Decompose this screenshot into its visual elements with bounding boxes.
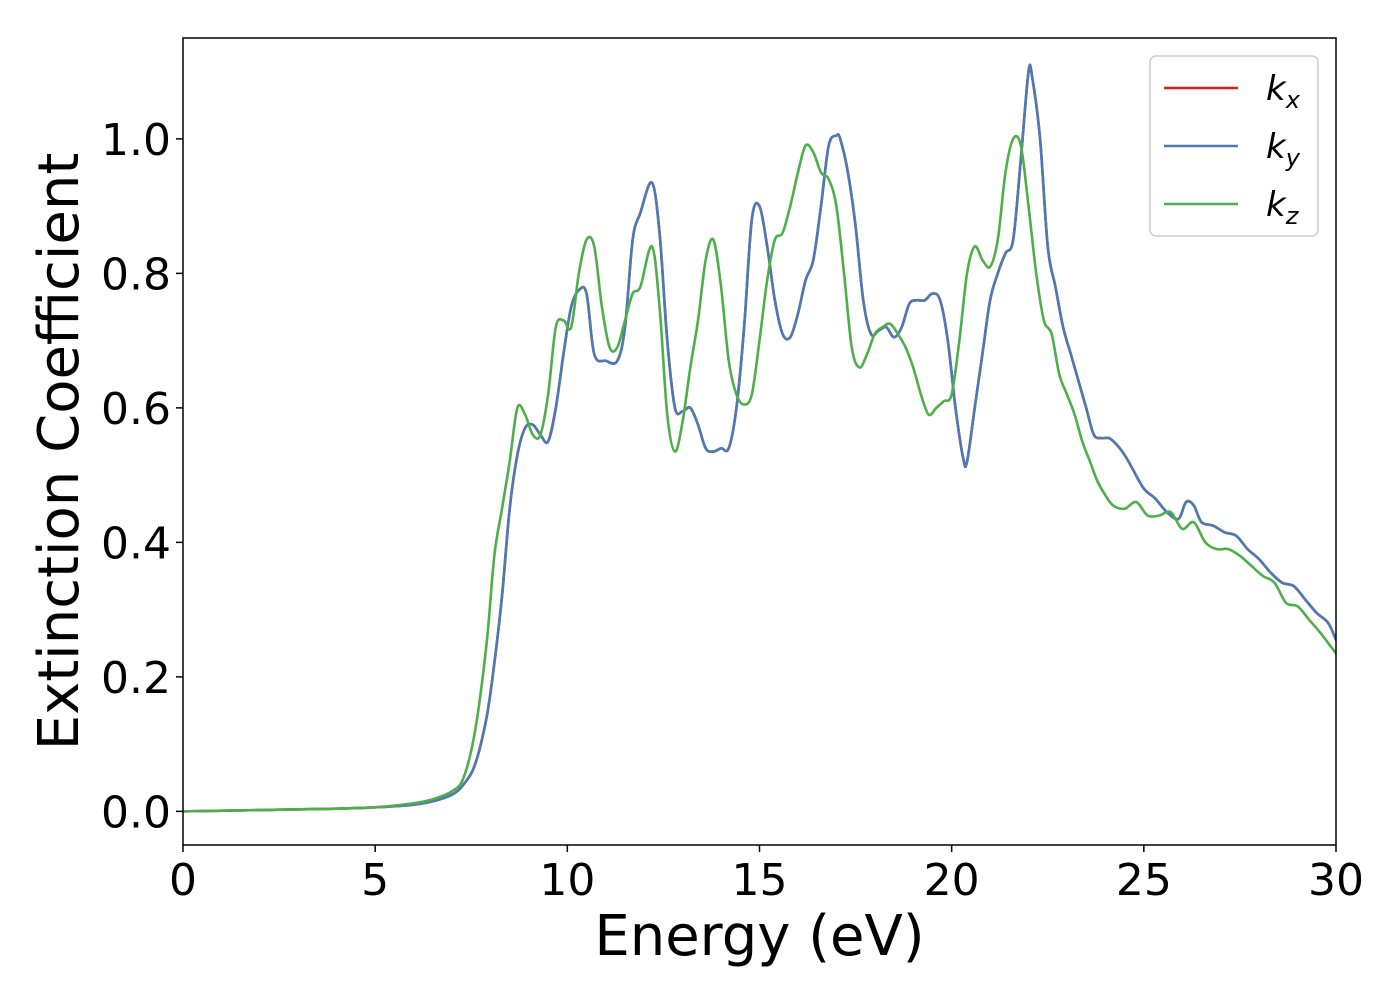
x-tick-label: 0 bbox=[169, 855, 197, 906]
legend-label-ky: ky bbox=[1266, 127, 1301, 172]
legend-label-kx: kx bbox=[1266, 69, 1301, 114]
x-tick-label: 15 bbox=[732, 855, 788, 906]
x-tick-label: 5 bbox=[361, 855, 389, 906]
y-tick-label: 0.4 bbox=[101, 518, 171, 569]
y-tick-label: 0.0 bbox=[101, 787, 171, 838]
legend: kx ky kz bbox=[1149, 55, 1319, 237]
plot-layer bbox=[183, 63, 1336, 813]
series-line-ky bbox=[183, 63, 1336, 813]
legend-label-kz: kz bbox=[1266, 185, 1300, 230]
series-line-kz bbox=[183, 134, 1336, 813]
y-tick-label: 1.0 bbox=[101, 115, 171, 166]
x-tick-label: 20 bbox=[924, 855, 980, 906]
x-axis-ticks: 0 5 10 15 20 25 30 bbox=[169, 845, 1364, 906]
x-tick-label: 30 bbox=[1308, 855, 1364, 906]
y-axis-label: Extinction Coefficient bbox=[27, 153, 92, 751]
y-tick-label: 0.2 bbox=[101, 653, 171, 704]
x-tick-label: 25 bbox=[1116, 855, 1172, 906]
y-tick-label: 0.6 bbox=[101, 384, 171, 435]
x-tick-label: 10 bbox=[539, 855, 595, 906]
y-tick-label: 0.8 bbox=[101, 249, 171, 300]
x-axis-label: Energy (eV) bbox=[594, 904, 924, 969]
y-axis-ticks: 0.0 0.2 0.4 0.6 0.8 1.0 bbox=[101, 115, 183, 838]
